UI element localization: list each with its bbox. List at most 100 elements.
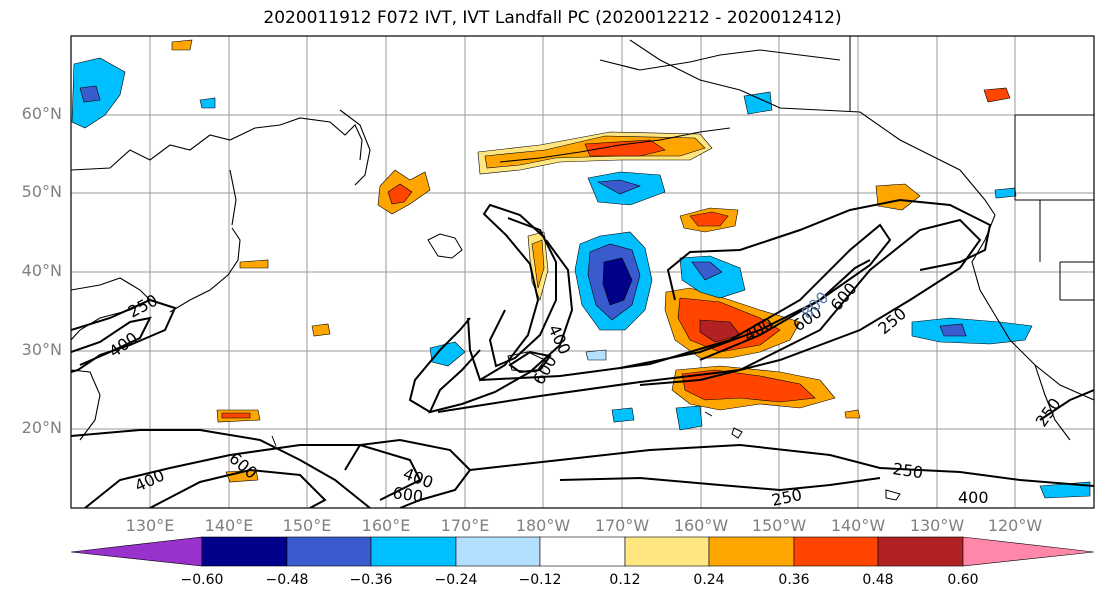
- anomaly-patch: [311, 323, 331, 337]
- japan: [169, 227, 241, 313]
- anomaly-patch: [743, 91, 773, 115]
- colorbar-tick-label: 0.24: [693, 572, 725, 588]
- colorbar-tick-label: 0.12: [609, 572, 641, 588]
- colorbar-tick-label: 0.48: [862, 572, 894, 588]
- anomaly-patch: [79, 85, 101, 103]
- island: [271, 435, 277, 447]
- island: [507, 351, 546, 373]
- colorbar-cell: [286, 536, 372, 567]
- sakhalin: [229, 169, 237, 226]
- contour-line: [488, 217, 557, 368]
- contour-line: [408, 317, 471, 413]
- island: [885, 489, 901, 501]
- state-borders: [1014, 114, 1094, 301]
- contour-line: [1039, 389, 1094, 421]
- anomaly-patch: [911, 317, 1033, 345]
- colorbar-tick-label: −0.48: [265, 572, 309, 588]
- colorbar-cell: [624, 536, 710, 567]
- anomaly-patch: [844, 409, 861, 419]
- colorbar-tick-label: −0.12: [518, 572, 562, 588]
- island: [427, 233, 463, 259]
- contour-line: [467, 203, 546, 382]
- colorbar-tick-label: 0.36: [778, 572, 810, 588]
- contour-line: [84, 444, 422, 508]
- aleutians: [499, 127, 731, 163]
- pacific-islands: [271, 233, 901, 501]
- map-border: [70, 35, 1095, 509]
- contour-line: [508, 350, 552, 374]
- colorbar-tick-label: −0.60: [180, 572, 224, 588]
- anomaly-patch: [611, 407, 635, 423]
- anomaly-patch: [387, 183, 413, 205]
- contour-line: [344, 438, 472, 508]
- lat-label: 60°N: [21, 104, 62, 123]
- positive-anomalies: [171, 39, 1011, 483]
- contour-line: [71, 298, 177, 373]
- lat-label: 30°N: [21, 340, 62, 359]
- anomaly-patch: [681, 369, 816, 403]
- china-coast-south: [71, 369, 101, 441]
- island: [704, 411, 713, 417]
- negative-anomalies: [71, 57, 1091, 499]
- colorbar-cell: [877, 536, 964, 567]
- colorbar-extend-min: [70, 536, 203, 567]
- colorbar-cell: [539, 536, 626, 567]
- colorbar-tick-label: −0.24: [434, 572, 478, 588]
- anomaly-patch: [691, 261, 723, 281]
- contour-label: 250: [891, 459, 924, 482]
- colorbar-cell: [793, 536, 879, 567]
- contour-line: [437, 218, 982, 413]
- anomaly-patch: [584, 139, 666, 157]
- colorbar-tick-label: 0.60: [947, 572, 979, 588]
- contour-line: [149, 468, 327, 508]
- ivt-contours: [71, 198, 1094, 508]
- lon-label: 150°W: [751, 516, 807, 535]
- anomaly-patch: [994, 187, 1017, 199]
- colorbar-extend-max: [962, 536, 1095, 567]
- anomaly-patch: [689, 211, 729, 227]
- baja: [1034, 364, 1071, 441]
- contour-line: [559, 476, 881, 492]
- na-west-coast: [971, 214, 1094, 401]
- anomaly-patch: [596, 179, 641, 195]
- asia-coast: [71, 117, 363, 171]
- anomaly-patch: [171, 39, 193, 51]
- lon-label: 130°E: [125, 516, 175, 535]
- anomaly-patch: [675, 405, 703, 431]
- colorbar-cell: [455, 536, 541, 567]
- anomaly-patch: [531, 239, 545, 289]
- colorbar: [70, 536, 1095, 567]
- island: [731, 427, 743, 439]
- anomaly-patch: [602, 257, 633, 306]
- colorbar-tick-label: −0.36: [349, 572, 393, 588]
- contour-line: [428, 239, 574, 414]
- lon-label: 160°W: [673, 516, 729, 535]
- contour-line: [71, 429, 371, 508]
- borders: [849, 36, 1094, 301]
- alaska-coast: [629, 39, 996, 216]
- anomaly-patch: [699, 319, 741, 343]
- anomaly-patch: [585, 349, 607, 361]
- lon-label: 140°E: [204, 516, 254, 535]
- lat-label: 50°N: [21, 182, 62, 201]
- lon-label: 170°W: [594, 516, 650, 535]
- contour-line: [619, 259, 871, 369]
- anomaly-patch: [221, 412, 251, 419]
- lon-label: 140°W: [830, 516, 886, 535]
- contour-line: [469, 443, 1094, 487]
- contour-label: 400: [958, 488, 989, 507]
- kamchatka: [339, 109, 371, 186]
- contour-label: 600: [391, 483, 424, 506]
- anomaly-patch: [199, 97, 216, 109]
- anomaly-patch: [239, 259, 269, 269]
- contour-line: [71, 316, 152, 366]
- anomaly-patch: [939, 323, 967, 337]
- colorbar-cell: [708, 536, 795, 567]
- lon-label: 160°E: [361, 516, 411, 535]
- lon-label: 150°E: [282, 516, 332, 535]
- map-title: 2020011912 F072 IVT, IVT Landfall PC (20…: [263, 8, 842, 28]
- alaska-interior: [599, 49, 841, 71]
- gridlines: [71, 36, 1094, 508]
- lon-label: 120°W: [987, 516, 1043, 535]
